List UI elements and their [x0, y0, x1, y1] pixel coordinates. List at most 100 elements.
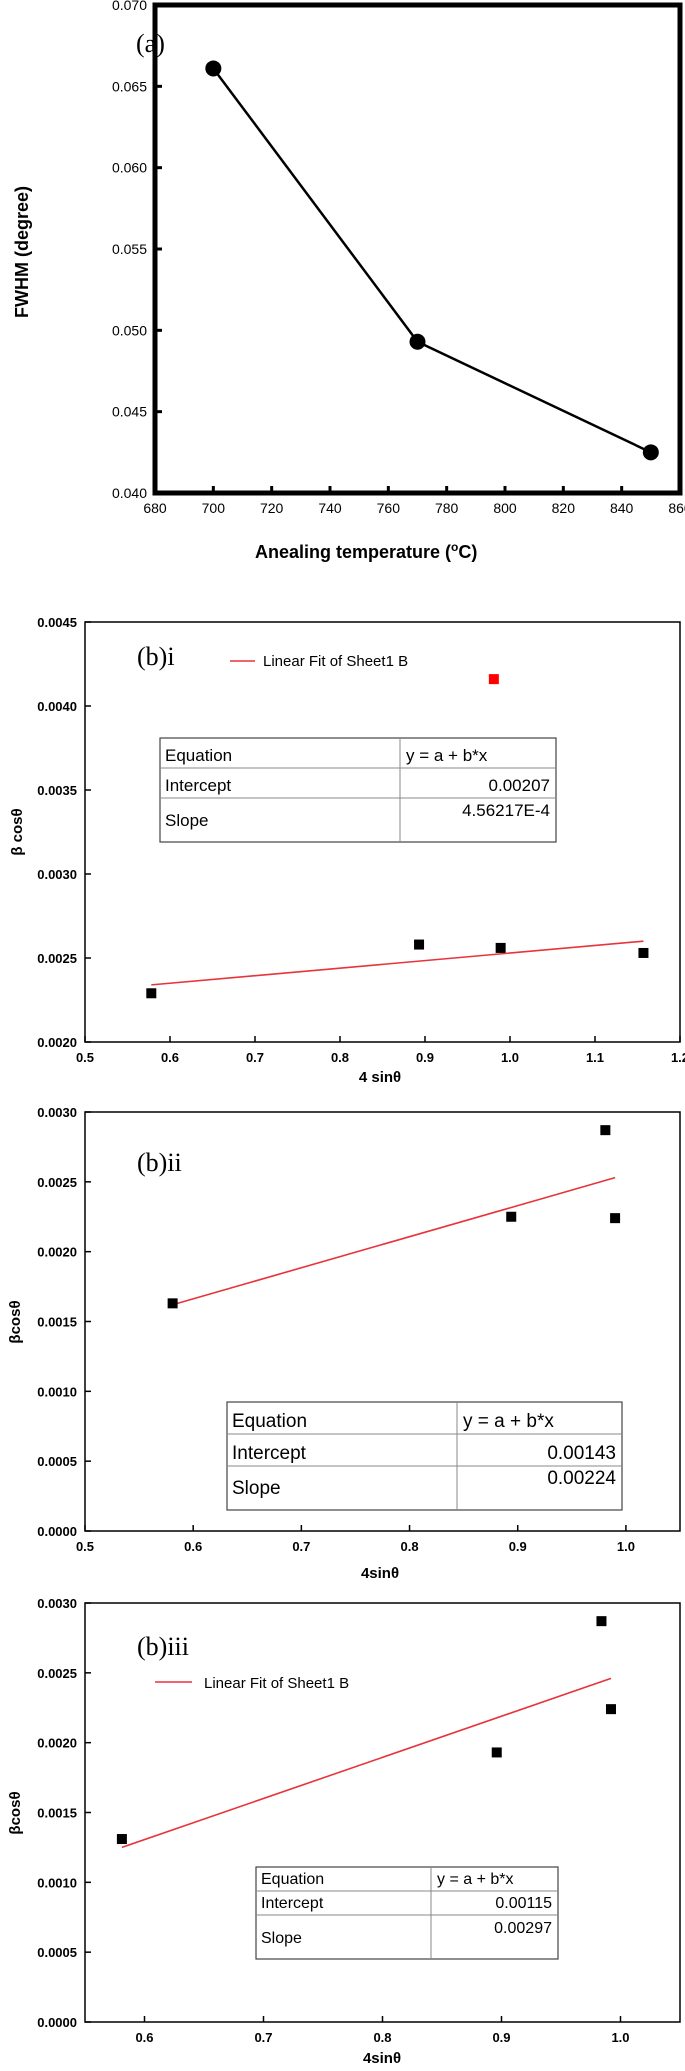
y-tick-label: 0.0030: [37, 1596, 77, 1611]
y-tick-label: 0.055: [112, 241, 147, 257]
y-ticks: 0.0000 0.0005 0.0010 0.0015 0.0020 0.0025 0.00…: [37, 1105, 91, 1539]
y-axis-label: FWHM (degree): [12, 186, 32, 318]
x-tick-label: 1.0: [611, 2030, 629, 2045]
table-cell-label: Equation: [232, 1411, 307, 1432]
data-series: [205, 60, 659, 461]
legend-label: Linear Fit of Sheet1 B: [204, 1675, 349, 1692]
data-point: [146, 988, 157, 999]
data-point: [638, 947, 649, 958]
x-tick-label: 0.9: [492, 2030, 510, 2045]
y-tick-label: 0.0020: [37, 1035, 77, 1050]
y-tick-label: 0.070: [112, 0, 147, 13]
data-point: [495, 942, 506, 953]
y-tick-label: 0.0025: [37, 1666, 77, 1681]
x-tick-label: 700: [202, 500, 226, 516]
plot-frame: [84, 621, 681, 1043]
x-tick-label: 0.7: [254, 2030, 272, 2045]
x-axis-label-sup: o: [451, 540, 458, 554]
table-cell-value: 0.00115: [495, 1895, 552, 1912]
table-cell-label: Slope: [261, 1930, 302, 1947]
chart-a: (a) FWHM (degree) Anealing temperature (…: [12, 0, 685, 562]
fit-line: [121, 1677, 612, 1849]
table-cell-label: Equation: [165, 746, 232, 765]
y-tick-label: 0.065: [112, 78, 147, 94]
legend: Linear Fit of Sheet1 B: [155, 1675, 349, 1692]
legend-label: Linear Fit of Sheet1 B: [263, 653, 408, 670]
table-cell-value: 0.00224: [547, 1468, 616, 1489]
data-point: [116, 1834, 127, 1845]
panel-label: (b)iii: [137, 1632, 189, 1661]
x-tick-label: 0.8: [373, 2030, 391, 2045]
x-tick-label: 1.2: [671, 1050, 685, 1065]
table-cell-label: Slope: [232, 1478, 281, 1499]
data-series: [116, 1616, 616, 1849]
x-tick-label: 840: [610, 500, 634, 516]
y-tick-label: 0.0005: [37, 1454, 77, 1469]
x-ticks: 0.5 0.6 0.7 0.8 0.9 1.0 1.1 1.2: [76, 1036, 685, 1065]
table-cell-value: 0.00207: [489, 776, 550, 795]
y-tick-label: 0.0000: [37, 2015, 77, 2030]
x-tick-label: 1.0: [617, 1539, 635, 1554]
table-cell-label: Intercept: [261, 1895, 324, 1912]
y-tick-label: 0.0030: [37, 1105, 77, 1120]
table-cell-value: 0.00143: [547, 1443, 616, 1464]
y-tick-label: 0.045: [112, 404, 147, 420]
chart-b-ii: (b)ii βcosθ 4sinθ 0.5 0.6 0.7 0.8 0.9 1.0 0.0…: [7, 1105, 681, 1582]
x-ticks: 0.5 0.6 0.7 0.8 0.9 1.0: [76, 1525, 635, 1554]
data-point: [205, 60, 222, 77]
y-ticks: 0.0000 0.0005 0.0010 0.0015 0.0020 0.0025 0.00…: [37, 1596, 91, 2030]
table-cell-label: Slope: [165, 811, 208, 830]
y-tick-label: 0.0000: [37, 1524, 77, 1539]
data-point: [642, 444, 659, 461]
y-tick-label: 0.040: [112, 485, 147, 501]
y-axis-label: β cosθ: [9, 808, 26, 855]
x-tick-label: 0.8: [331, 1050, 349, 1065]
fit-line: [151, 940, 644, 986]
data-point: [414, 939, 425, 950]
fit-table: Equation y = a + b*x Intercept 0.00143 Slope…: [226, 1401, 623, 1511]
chart-b-i: (b)i β cosθ 4 sinθ Linear Fit of Sheet1 …: [9, 615, 685, 1086]
table-cell-value: 4.56217E-4: [462, 801, 550, 820]
data-point: [596, 1616, 607, 1627]
y-tick-label: 0.0020: [37, 1736, 77, 1751]
y-tick-label: 0.0005: [37, 1945, 77, 1960]
x-tick-label: 780: [435, 500, 459, 516]
y-tick-label: 0.0025: [37, 1175, 77, 1190]
chart-b-iii: (b)iii βcosθ 4sinθ Linear Fit of Sheet1 …: [7, 1596, 681, 2067]
data-series: [146, 674, 649, 999]
x-axis-label: Anealing temperature (oC): [255, 540, 477, 562]
x-tick-label: 0.5: [76, 1539, 94, 1554]
table-cell-label: Equation: [261, 1871, 324, 1888]
x-axis-label-unit: C): [458, 542, 477, 562]
x-tick-label: 0.6: [184, 1539, 202, 1554]
x-tick-label: 0.8: [401, 1539, 419, 1554]
y-tick-label: 0.0015: [37, 1806, 77, 1821]
data-point: [167, 1298, 178, 1309]
x-tick-label: 0.6: [161, 1050, 179, 1065]
outlier-point: [488, 674, 499, 685]
table-cell-value: 0.00297: [494, 1920, 552, 1937]
panel-label: (a): [136, 29, 165, 58]
x-ticks: 680 700 720 740 760 780 800 820 840 860: [143, 486, 685, 516]
x-tick-label: 0.9: [416, 1050, 434, 1065]
series-line: [212, 67, 652, 454]
x-tick-label: 0.7: [246, 1050, 264, 1065]
y-tick-label: 0.0040: [37, 699, 77, 714]
table-cell-label: Intercept: [232, 1443, 307, 1464]
x-tick-label: 680: [143, 500, 167, 516]
fit-table: Equation y = a + b*x Intercept 0.00115 Slope…: [255, 1866, 559, 1960]
x-axis-label-main: Anealing temperature (: [255, 542, 451, 562]
x-axis-label: 4 sinθ: [359, 1069, 401, 1086]
y-tick-label: 0.0045: [37, 615, 77, 630]
panel-label: (b)ii: [137, 1148, 182, 1177]
data-point: [610, 1213, 621, 1224]
table-frame: [226, 1401, 623, 1511]
x-ticks: 0.6 0.7 0.8 0.9 1.0: [135, 2016, 630, 2045]
table-cell-value: y = a + b*x: [463, 1411, 554, 1432]
x-tick-label: 740: [318, 500, 342, 516]
panel-label: (b)i: [137, 642, 175, 671]
x-tick-label: 0.6: [135, 2030, 153, 2045]
y-tick-label: 0.0010: [37, 1384, 77, 1399]
x-axis-label: 4sinθ: [363, 2050, 401, 2067]
y-tick-label: 0.0015: [37, 1315, 77, 1330]
